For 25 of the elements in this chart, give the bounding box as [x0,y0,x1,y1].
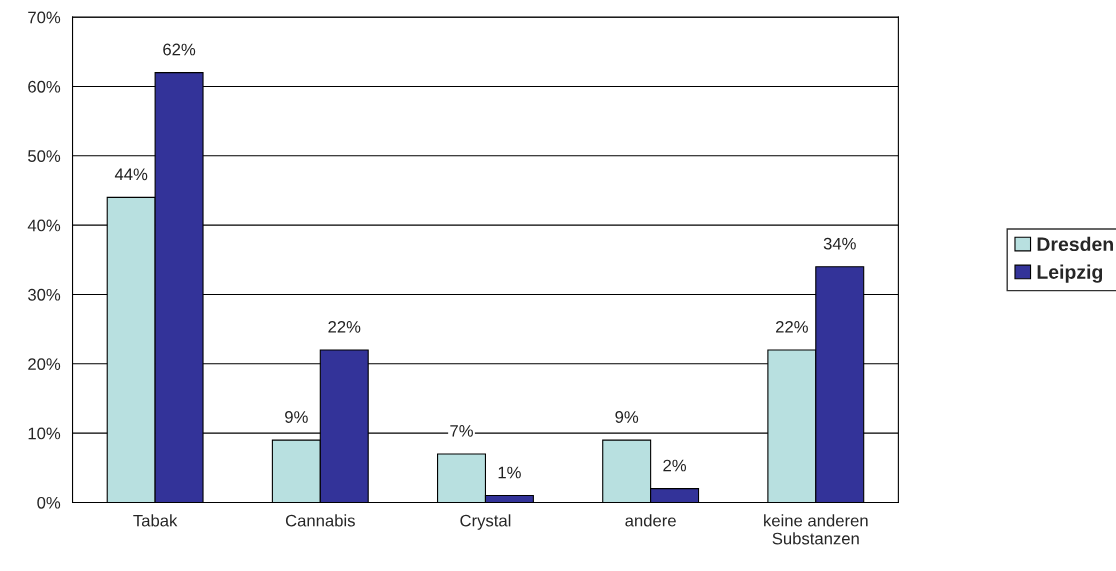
data-label: 9% [615,411,639,423]
data-label: 7% [450,425,473,437]
y-tick-label: 10% [28,427,61,440]
x-tick-label: Tabak [133,514,178,527]
y-tick-label: 40% [27,219,61,232]
x-tick-label: andere [625,514,676,527]
x-tick-label: keine anderen Substanzen [764,514,868,545]
data-label: 2% [663,459,687,472]
data-label: 1% [498,466,521,479]
y-tick-label: 20% [28,358,61,371]
y-tick-label: 50% [28,150,61,162]
y-tick-label: 60% [28,80,61,93]
legend-label: Dresden [1037,236,1113,252]
y-tick-label: 70% [28,11,61,24]
data-label: 44% [114,168,148,181]
y-tick-label: 30% [28,288,61,301]
data-label: 34% [823,237,856,250]
data-label: 62% [163,43,196,56]
x-tick-label: Cannabis [285,514,355,527]
data-label: 22% [776,320,808,333]
x-tick-label: Crystal [460,514,511,530]
data-label: 9% [285,411,308,423]
legend-label: Leipzig [1037,264,1103,283]
data-label: 22% [328,320,361,333]
y-tick-label: 0% [37,496,61,509]
